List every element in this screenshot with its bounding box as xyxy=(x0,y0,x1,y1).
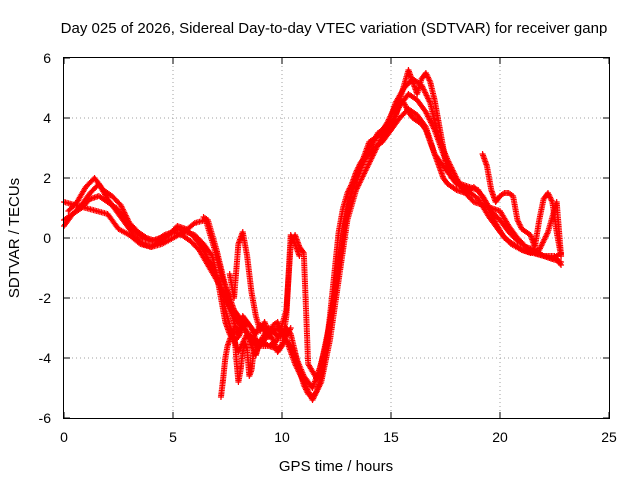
data-point xyxy=(558,262,565,268)
series-track-a xyxy=(61,97,565,400)
y-tick-label: 6 xyxy=(43,50,51,66)
data-point xyxy=(299,248,306,255)
data-point xyxy=(444,169,451,175)
y-tick-label: -4 xyxy=(39,350,52,366)
x-tick-label: 15 xyxy=(383,429,399,445)
y-tick-label: -6 xyxy=(39,410,52,426)
series-track-f xyxy=(226,229,303,355)
x-tick-label: 25 xyxy=(601,429,617,445)
x-tick-label: 20 xyxy=(492,429,508,445)
x-tick-label: 10 xyxy=(274,429,290,445)
series-track-i xyxy=(379,67,451,175)
data-point xyxy=(287,325,294,331)
chart-title: Day 025 of 2026, Sidereal Day-to-day VTE… xyxy=(61,20,608,37)
y-tick-label: -2 xyxy=(39,290,52,306)
plot-frame xyxy=(63,57,610,419)
data-point xyxy=(557,260,564,267)
y-tick-label: 0 xyxy=(43,230,51,246)
data-point xyxy=(558,253,565,259)
x-axis-title: GPS time / hours xyxy=(279,458,393,475)
axis-ticks xyxy=(63,57,610,419)
series-track-g xyxy=(479,151,565,259)
data-point xyxy=(296,253,303,259)
y-tick-label: 2 xyxy=(43,170,51,186)
data-point xyxy=(278,344,285,351)
y-tick-labels: -6 -4 -2 0 2 4 6 xyxy=(39,50,52,426)
series-track-h xyxy=(200,214,294,340)
series-track-b xyxy=(61,106,565,391)
data-point xyxy=(421,122,428,129)
data-point xyxy=(257,337,264,343)
series-track-e xyxy=(217,325,264,400)
series-track-d xyxy=(61,91,565,403)
y-tick-label: 4 xyxy=(43,110,51,126)
x-tick-label: 0 xyxy=(60,429,68,445)
data-points xyxy=(61,67,565,403)
y-axis-title: SDTVAR / TECUs xyxy=(6,178,23,298)
x-tick-label: 5 xyxy=(169,429,177,445)
series-track-c xyxy=(65,76,565,382)
x-tick-labels: 0 5 10 15 20 25 xyxy=(60,429,617,445)
